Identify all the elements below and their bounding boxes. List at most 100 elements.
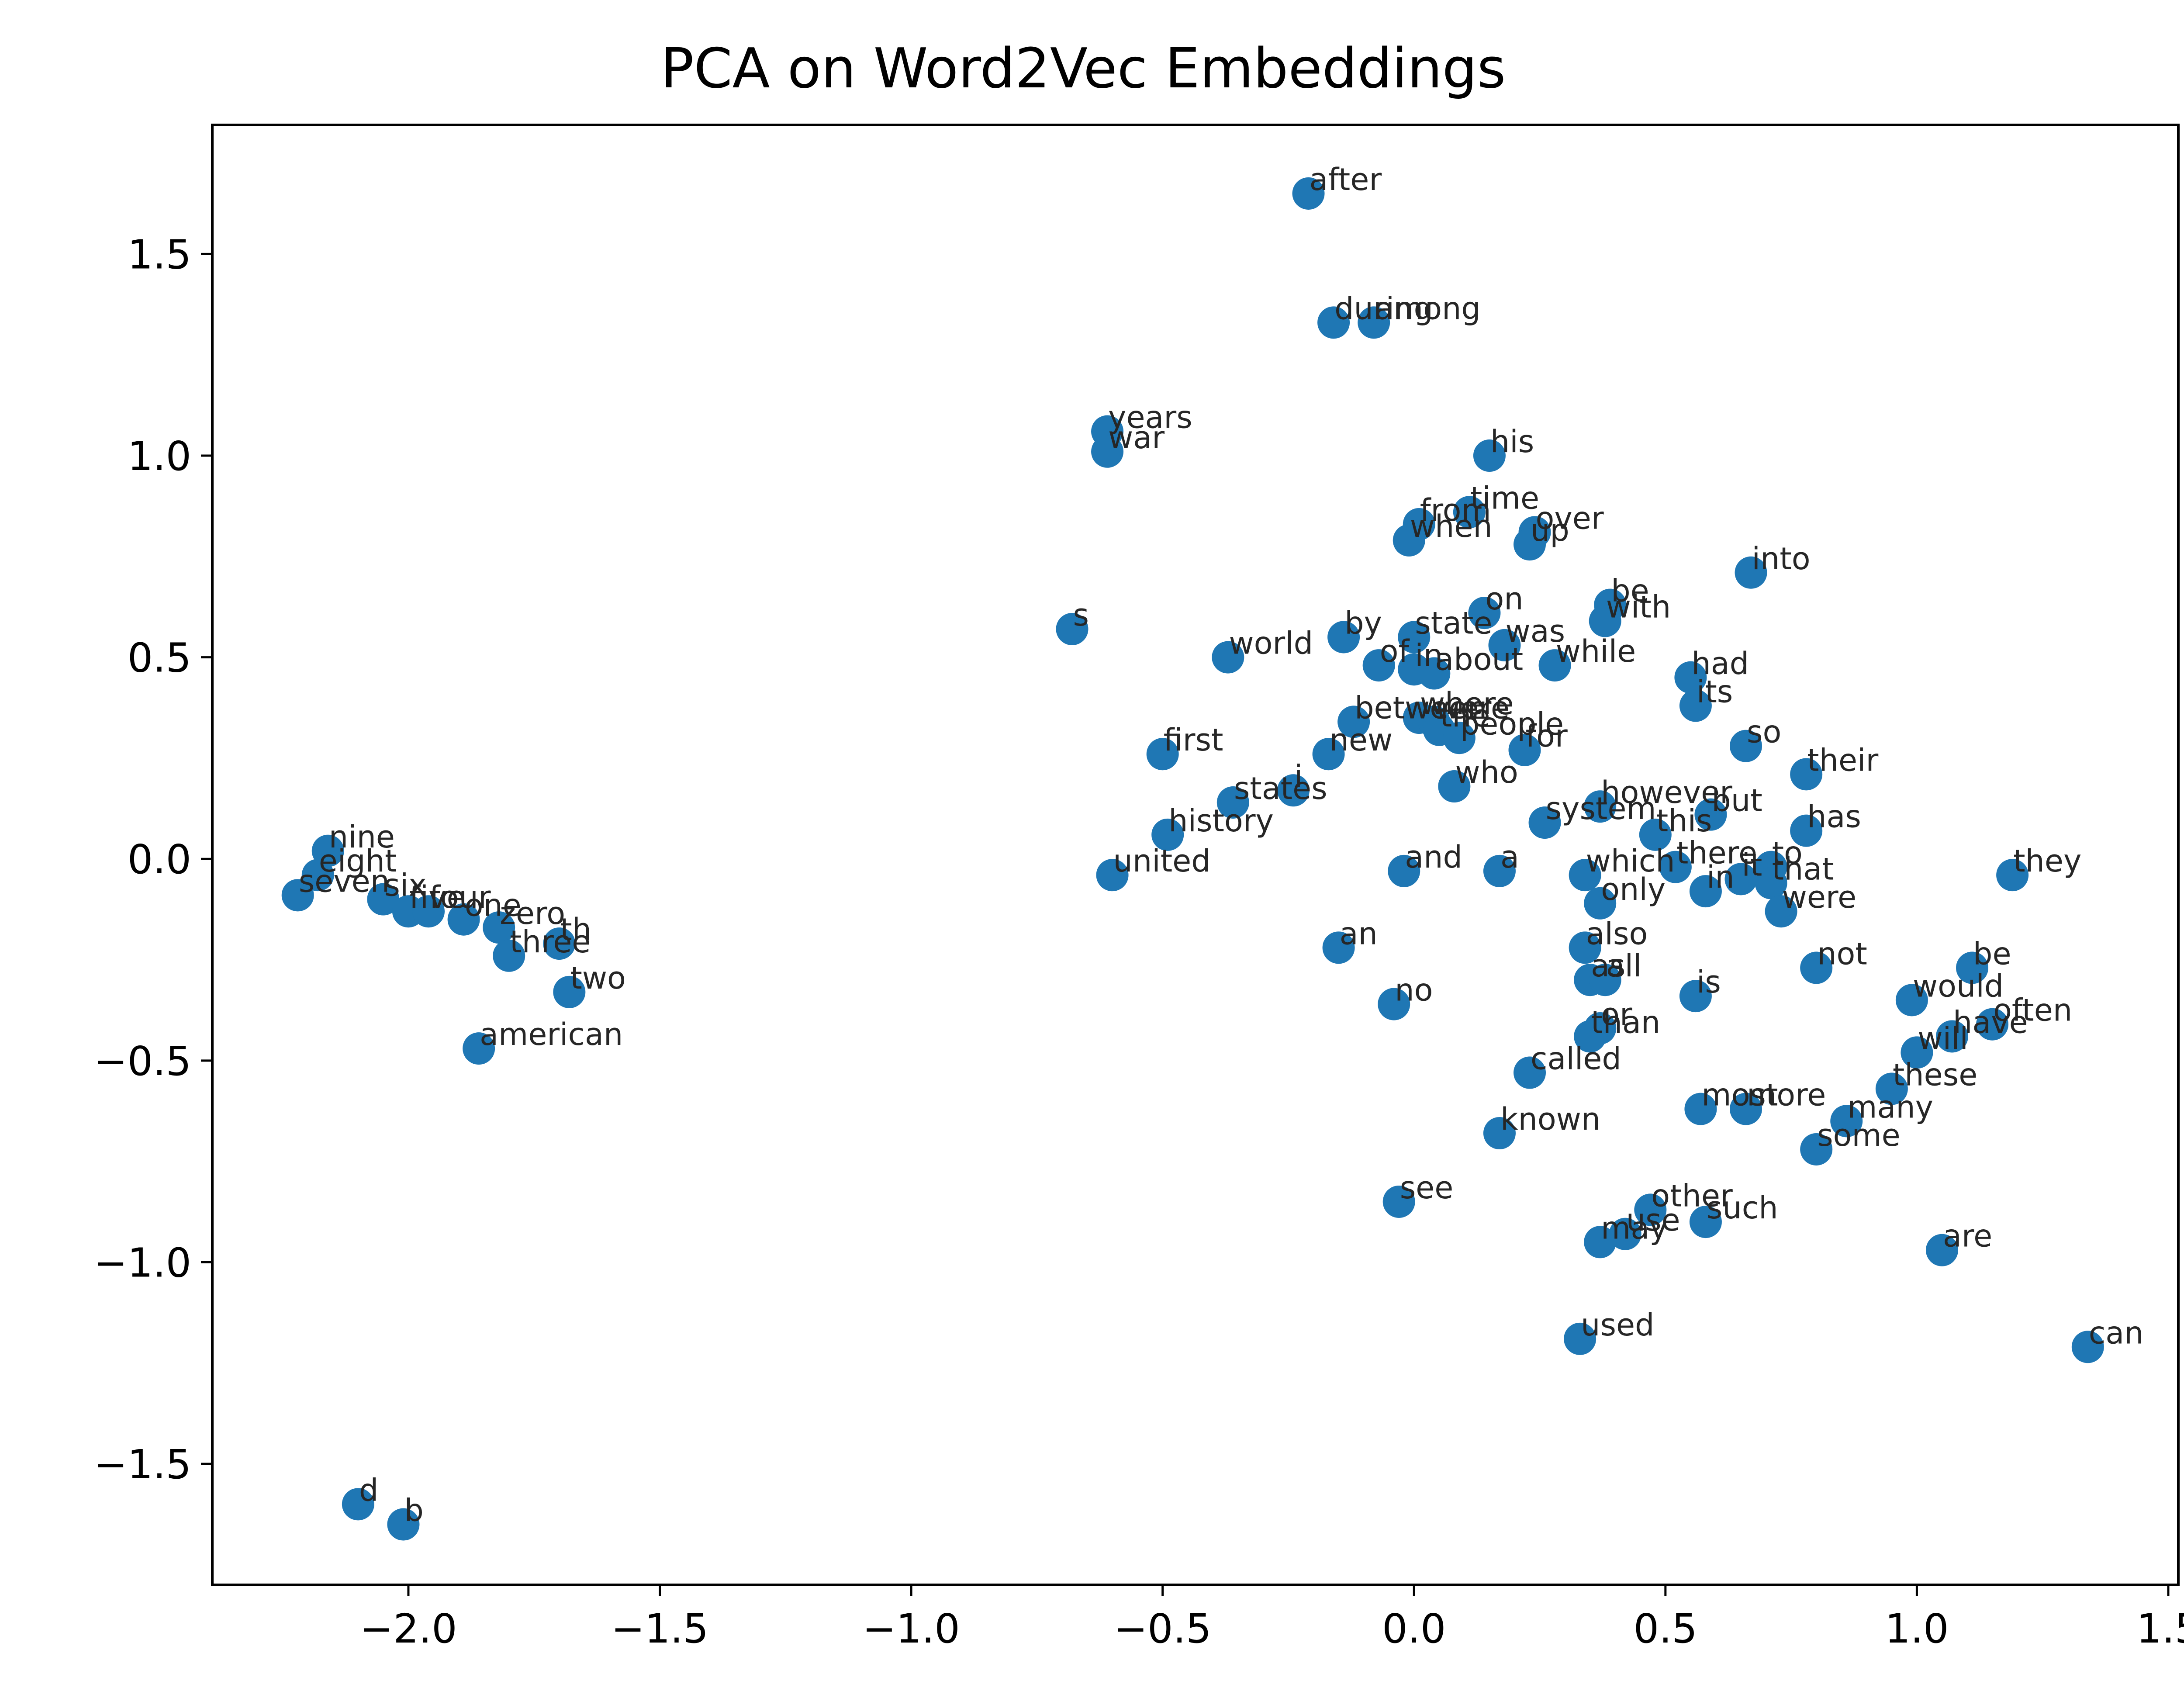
data-point	[1468, 597, 1501, 629]
point-label: that	[1772, 851, 1834, 887]
point-label: world	[1229, 626, 1313, 661]
data-point	[1292, 177, 1325, 210]
point-label: called	[1531, 1041, 1621, 1077]
data-point	[1689, 1206, 1722, 1238]
data-point	[1901, 1036, 1933, 1069]
data-point	[1684, 1093, 1717, 1125]
data-point	[1679, 689, 1712, 722]
data-point	[1473, 439, 1506, 472]
point-label: one	[465, 888, 522, 923]
point-label: war	[1108, 420, 1165, 456]
point-label: its	[1697, 674, 1733, 709]
data-point	[1694, 798, 1727, 831]
point-label: they	[2013, 843, 2081, 879]
data-point	[1679, 980, 1712, 1013]
point-label: to	[1772, 835, 1803, 871]
data-point	[1689, 875, 1722, 908]
point-label: among	[1375, 291, 1481, 326]
point-label: seven	[299, 863, 390, 899]
chart-title: PCA on Word2Vec Embeddings	[661, 36, 1506, 100]
point-label: from	[1420, 492, 1491, 528]
point-label: were	[1782, 879, 1857, 915]
data-point	[463, 1032, 495, 1065]
point-label: into	[1752, 541, 1811, 577]
data-point	[1418, 657, 1451, 690]
point-label: five	[409, 879, 466, 915]
point-label: after	[1310, 162, 1382, 197]
x-tick-label: −1.0	[862, 1605, 960, 1652]
point-label: six	[384, 868, 426, 903]
data-point	[1800, 951, 1833, 984]
data-point	[281, 879, 314, 912]
point-label: use	[1626, 1202, 1680, 1238]
data-point	[1443, 722, 1476, 754]
point-label: during	[1334, 291, 1433, 326]
data-point	[387, 1508, 420, 1541]
data-point	[342, 1488, 374, 1521]
point-label: more	[1747, 1077, 1826, 1113]
data-point	[1382, 1185, 1415, 1218]
point-label: most	[1701, 1077, 1778, 1113]
point-label: states	[1234, 771, 1327, 806]
point-label: first	[1164, 722, 1223, 758]
point-label: over	[1536, 500, 1604, 536]
y-axis: −1.5 −1.0 −0.5 0.0 0.5 1.0 1.5	[94, 231, 212, 1488]
point-label: be	[1973, 936, 2011, 972]
data-point	[1755, 867, 1787, 899]
point-label: d	[359, 1472, 378, 1508]
point-label: eight	[319, 843, 397, 879]
point-label: which	[1586, 843, 1675, 879]
data-point	[1609, 1217, 1641, 1250]
point-label: an	[1340, 916, 1378, 951]
data-point	[1724, 863, 1757, 896]
point-label: i	[1294, 758, 1303, 794]
data-point	[1514, 1056, 1546, 1089]
point-label: would	[1913, 968, 2004, 1004]
point-label: their	[1807, 742, 1878, 778]
y-tick-label: −1.5	[94, 1441, 191, 1488]
data-point	[1830, 1105, 1863, 1138]
point-label: known	[1500, 1101, 1600, 1137]
point-label: can	[2089, 1315, 2144, 1351]
point-label: b	[404, 1493, 423, 1529]
point-label: on	[1485, 581, 1523, 617]
data-point	[1564, 1322, 1597, 1355]
data-point	[1935, 1020, 1968, 1053]
data-point	[1574, 1020, 1607, 1053]
point-label: his	[1490, 424, 1534, 460]
point-label: as	[1591, 948, 1625, 984]
data-point	[1976, 1008, 2009, 1041]
x-tick-label: 1.5	[2136, 1605, 2184, 1652]
data-point	[1956, 951, 1989, 984]
data-point	[1996, 859, 2029, 892]
data-point	[311, 834, 344, 867]
point-label: people	[1460, 706, 1564, 742]
data-point	[1362, 649, 1395, 682]
point-label: have	[1953, 1004, 2028, 1040]
point-label: it	[1742, 847, 1762, 883]
point-label: than	[1591, 1004, 1660, 1040]
data-point	[1659, 851, 1692, 883]
point-label: american	[480, 1017, 623, 1052]
data-point	[1212, 641, 1244, 674]
data-point	[1790, 758, 1823, 791]
data-point	[1765, 895, 1797, 928]
point-label: all	[1606, 948, 1642, 984]
data-point	[1730, 1093, 1762, 1125]
point-label: with	[1606, 589, 1671, 625]
point-label: th	[560, 912, 591, 948]
data-point	[1337, 706, 1370, 738]
point-label: between	[1355, 690, 1487, 726]
point-label: will	[1918, 1020, 1968, 1056]
point-label: used	[1581, 1307, 1654, 1343]
point-label: not	[1817, 936, 1867, 972]
point-label: in	[1415, 637, 1443, 673]
data-point	[543, 927, 576, 960]
data-point	[1569, 931, 1601, 964]
y-tick-label: 1.0	[128, 433, 191, 480]
point-label: of	[1380, 633, 1410, 669]
point-label: so	[1747, 714, 1781, 750]
data-point	[1514, 528, 1546, 561]
data-point	[1538, 649, 1571, 682]
data-point	[367, 883, 400, 916]
